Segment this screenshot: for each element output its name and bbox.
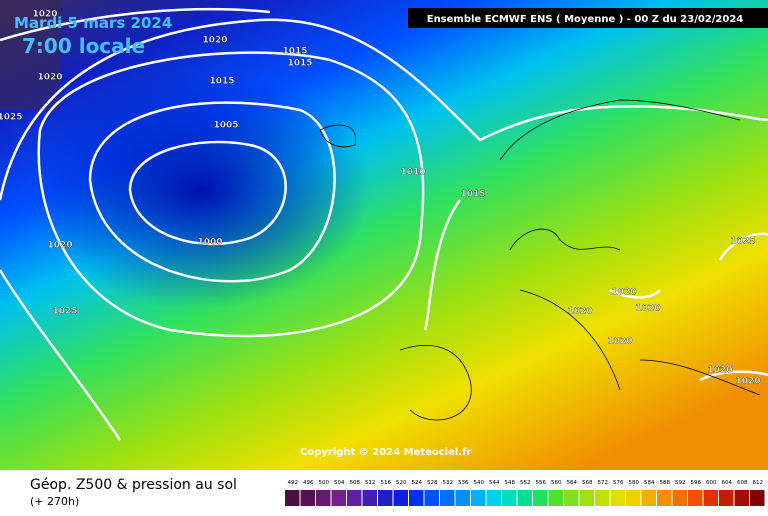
scale-swatch xyxy=(331,490,346,506)
isobar-label: 1020 xyxy=(735,377,760,387)
scale-label: 548 xyxy=(505,480,516,486)
scale-label: 604 xyxy=(722,480,733,486)
scale-swatch xyxy=(347,490,362,506)
scale-label: 588 xyxy=(660,480,671,486)
forecast-time: 7:00 locale xyxy=(22,34,145,58)
model-banner xyxy=(408,8,768,28)
scale-label: 600 xyxy=(706,480,717,486)
scale-swatch xyxy=(393,490,408,506)
isobar-label: 1015 xyxy=(287,59,312,69)
scale-swatch xyxy=(517,490,532,506)
scale-swatch xyxy=(641,490,656,506)
isobar-label: 1020 xyxy=(707,366,732,376)
scale-swatch xyxy=(750,490,765,506)
scale-label: 492 xyxy=(288,480,299,486)
scale-swatch xyxy=(285,490,300,506)
isobar-label: 1015 xyxy=(460,190,485,200)
isobar-label: 1015 xyxy=(282,47,307,57)
scale-swatch xyxy=(672,490,687,506)
isobar-label: 1025 xyxy=(730,237,755,247)
scale-label: 516 xyxy=(381,480,392,486)
model-info: Ensemble ECMWF ENS ( Moyenne ) - 00 Z du… xyxy=(427,14,744,25)
scale-label: 532 xyxy=(443,480,454,486)
scale-label: 568 xyxy=(582,480,593,486)
isobar-label: 1020 xyxy=(607,337,632,347)
scale-swatch xyxy=(424,490,439,506)
copyright: Copyright © 2024 Meteociel.fr xyxy=(300,447,471,458)
scale-label: 560 xyxy=(551,480,562,486)
scale-swatch xyxy=(610,490,625,506)
scale-swatch xyxy=(533,490,548,506)
scale-label: 556 xyxy=(536,480,547,486)
scale-label: 544 xyxy=(489,480,500,486)
forecast-date: Mardi 5 mars 2024 xyxy=(14,14,172,32)
isobar-label: 1020 xyxy=(37,73,62,83)
scale-label: 536 xyxy=(458,480,469,486)
scale-label: 512 xyxy=(365,480,376,486)
isobar-label: 1020 xyxy=(611,288,636,298)
scale-label: 504 xyxy=(334,480,345,486)
scale-label: 540 xyxy=(474,480,485,486)
scale-swatch xyxy=(734,490,749,506)
scale-label: 508 xyxy=(350,480,361,486)
footer-lead: (+ 270h) xyxy=(30,495,79,508)
scale-swatch xyxy=(471,490,486,506)
scale-swatch xyxy=(455,490,470,506)
scale-swatch xyxy=(703,490,718,506)
scale-label: 580 xyxy=(629,480,640,486)
scale-label: 500 xyxy=(319,480,330,486)
scale-swatch xyxy=(486,490,501,506)
isobar-label: 1020 xyxy=(202,36,227,46)
scale-label: 612 xyxy=(753,480,764,486)
isobar-label: 1000 xyxy=(197,238,222,248)
scale-label: 592 xyxy=(675,480,686,486)
scale-swatch xyxy=(688,490,703,506)
scale-swatch xyxy=(378,490,393,506)
scale-swatch xyxy=(440,490,455,506)
scale-label: 528 xyxy=(427,480,438,486)
scale-label: 608 xyxy=(737,480,748,486)
scale-swatch xyxy=(626,490,641,506)
isobar-label: 1020 xyxy=(32,10,57,20)
scale-swatch xyxy=(300,490,315,506)
scale-label: 496 xyxy=(303,480,314,486)
scale-label: 584 xyxy=(644,480,655,486)
scale-swatch xyxy=(657,490,672,506)
scale-swatch xyxy=(362,490,377,506)
isobar-label: 1020 xyxy=(47,241,72,251)
scale-swatch xyxy=(502,490,517,506)
scale-label: 524 xyxy=(412,480,423,486)
scale-label: 520 xyxy=(396,480,407,486)
scale-label: 596 xyxy=(691,480,702,486)
footer-title: Géop. Z500 & pression au sol xyxy=(30,477,237,493)
scale-label: 576 xyxy=(613,480,624,486)
scale-swatch xyxy=(316,490,331,506)
isobar-label: 1025 xyxy=(52,307,77,317)
isobar-label: 1010 xyxy=(400,168,425,178)
polar-area xyxy=(0,0,60,110)
scale-swatch xyxy=(719,490,734,506)
isobar-label: 1015 xyxy=(209,77,234,87)
isobar-label: 1025 xyxy=(0,113,23,123)
isobar-label: 1005 xyxy=(213,121,238,131)
scale-label: 572 xyxy=(598,480,609,486)
scale-swatch xyxy=(595,490,610,506)
isobars xyxy=(0,7,768,441)
scale-swatch xyxy=(579,490,594,506)
isobar-label: 1020 xyxy=(635,304,660,314)
isobar-label: 1020 xyxy=(567,307,592,317)
coastlines xyxy=(319,99,761,421)
scale-swatch xyxy=(409,490,424,506)
scale-label: 552 xyxy=(520,480,531,486)
scale-swatch xyxy=(564,490,579,506)
scale-swatch xyxy=(548,490,563,506)
scale-label: 564 xyxy=(567,480,578,486)
